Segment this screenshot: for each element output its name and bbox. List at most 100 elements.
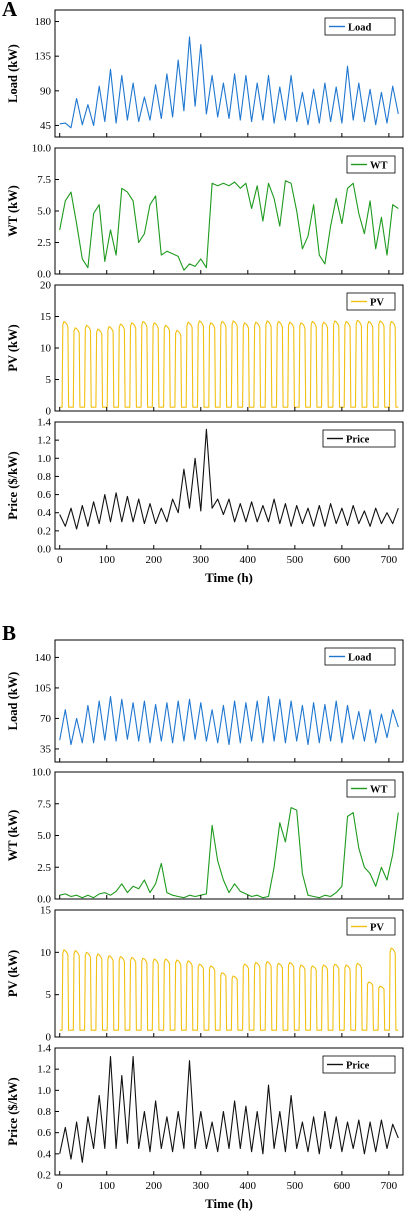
y-tick-label: 1.2: [37, 1064, 51, 1076]
y-tick-label: 1.0: [37, 1085, 51, 1097]
y-tick-label: 135: [35, 51, 52, 63]
series-line-wt: [59, 180, 399, 271]
x-tick-label: 500: [287, 554, 304, 566]
legend-box: [322, 429, 396, 448]
y-tick-label: 1.4: [37, 1043, 51, 1055]
y-tick-label: 0.4: [37, 507, 51, 519]
plot-frame: [54, 421, 404, 550]
y-tick-label: 20: [40, 280, 52, 292]
subplot-a-price: 0.0 0.2 0.4 0.6 0.8 1.0 1.2 1.4 Price ($/kW) Pric…: [6, 417, 404, 585]
plot-frame: [54, 909, 404, 1038]
y-tick-label: 1.4: [37, 417, 51, 429]
legend-wt: WT: [346, 779, 396, 798]
x-tick-label: 300: [193, 554, 210, 566]
y-tick-label: 90: [40, 85, 52, 97]
y-tick-label: 5.0: [37, 830, 51, 842]
x-tick-label: 600: [334, 1180, 351, 1192]
panel-label-a: A: [2, 0, 18, 21]
legend-label: Load: [348, 23, 372, 34]
x-tick-label: 600: [334, 554, 351, 566]
legend-price: Price: [322, 1055, 396, 1074]
y-tick-label: 0.6: [37, 489, 51, 501]
x-axis-label: Time (h): [205, 1196, 253, 1211]
series-line-wt: [59, 807, 399, 899]
y-tick-label: 2.5: [37, 237, 51, 249]
legend-label: Price: [346, 435, 370, 446]
y-tick-label: 5: [46, 374, 52, 386]
series-line-pv: [59, 947, 399, 1031]
y-axis-label: PV (kW): [6, 950, 20, 997]
y-tick-label: 140: [35, 652, 52, 664]
legend-wt: WT: [346, 155, 396, 174]
y-tick-label: 10: [40, 343, 52, 355]
subplot-a-load: 45 90 135 180 Load (kW) Load: [6, 9, 404, 138]
x-tick-label: 300: [193, 1180, 210, 1192]
subplot-b-wt: 0.0 2.5 5.0 7.5 10.0 WT (kW) WT: [6, 767, 404, 906]
y-tick-label: 70: [40, 713, 52, 725]
x-tick-label: 700: [381, 1180, 398, 1192]
y-axis-label: WT (kW): [6, 810, 20, 862]
subplot-b-pv: 0 5 10 15 PV (kW) PV: [6, 905, 404, 1044]
y-tick-label: 5.0: [37, 206, 51, 218]
y-tick-label: 0.0: [37, 544, 51, 556]
y-tick-label: 0.0: [37, 269, 51, 281]
x-tick-label: 100: [98, 1180, 115, 1192]
x-tick-label: 0: [57, 554, 63, 566]
y-tick-label: 35: [40, 743, 52, 755]
legend-label: Load: [348, 653, 372, 664]
legend-box: [324, 17, 396, 36]
y-tick-label: 2.5: [37, 862, 51, 874]
y-tick-label: 1.0: [37, 453, 51, 465]
y-axis-label: Load (kW): [6, 44, 20, 103]
subplot-b-price: 0.2 0.4 0.6 0.8 1.0 1.2 1.4 Price ($/kW) Price 0 1…: [6, 1043, 404, 1211]
series-line-load: [59, 696, 399, 746]
subplot-b-load: 35 70 105 140 Load (kW) Load: [6, 639, 404, 763]
y-tick-label: 10: [40, 947, 52, 959]
plot-frame: [54, 639, 404, 763]
subplot-a-pv: 0 5 10 15 20 PV (kW) PV: [6, 280, 404, 418]
y-axis-label: PV (kW): [6, 324, 20, 371]
subplot-a-wt: 0.0 2.5 5.0 7.5 10.0 WT (kW) WT: [6, 143, 404, 281]
y-axis-label: Price ($/kW): [6, 451, 20, 519]
panel-label-b: B: [2, 621, 16, 645]
legend-load: Load: [324, 647, 396, 666]
legend-box: [346, 155, 396, 174]
y-tick-label: 0: [46, 406, 52, 418]
y-tick-label: 0.0: [37, 894, 51, 906]
y-tick-label: 0.2: [37, 1170, 51, 1182]
y-tick-label: 10.0: [32, 767, 52, 779]
legend-box: [322, 1055, 396, 1074]
y-tick-label: 0.2: [37, 525, 51, 537]
y-tick-label: 15: [40, 905, 52, 917]
series-line-pv: [59, 319, 399, 408]
y-axis-label: Load (kW): [6, 672, 20, 731]
legend-box: [346, 779, 396, 798]
series-line-price: [59, 428, 399, 530]
x-tick-label: 0: [57, 1180, 63, 1192]
y-tick-label: 180: [35, 16, 52, 28]
plot-frame: [54, 9, 404, 138]
x-tick-label: 700: [381, 554, 398, 566]
y-tick-label: 15: [40, 311, 52, 323]
legend-label: WT: [370, 161, 388, 172]
y-tick-label: 0.8: [37, 471, 51, 483]
y-axis-label: Price ($/kW): [6, 1077, 20, 1145]
y-tick-label: 0: [46, 1032, 52, 1044]
x-tick-label: 100: [98, 554, 115, 566]
x-axis-label: Time (h): [205, 570, 253, 585]
legend-pv: PV: [346, 917, 396, 936]
x-tick-label: 400: [240, 1180, 257, 1192]
y-tick-label: 0.8: [37, 1106, 51, 1118]
y-tick-label: 7.5: [37, 174, 51, 186]
y-tick-label: 45: [40, 120, 52, 132]
x-tick-label: 200: [146, 1180, 163, 1192]
y-tick-label: 0.4: [37, 1148, 51, 1160]
series-line-price: [59, 1055, 399, 1163]
legend-box: [346, 292, 396, 311]
legend-label: PV: [370, 923, 384, 934]
y-tick-label: 1.2: [37, 435, 51, 447]
x-tick-label: 400: [240, 554, 257, 566]
legend-price: Price: [322, 429, 396, 448]
